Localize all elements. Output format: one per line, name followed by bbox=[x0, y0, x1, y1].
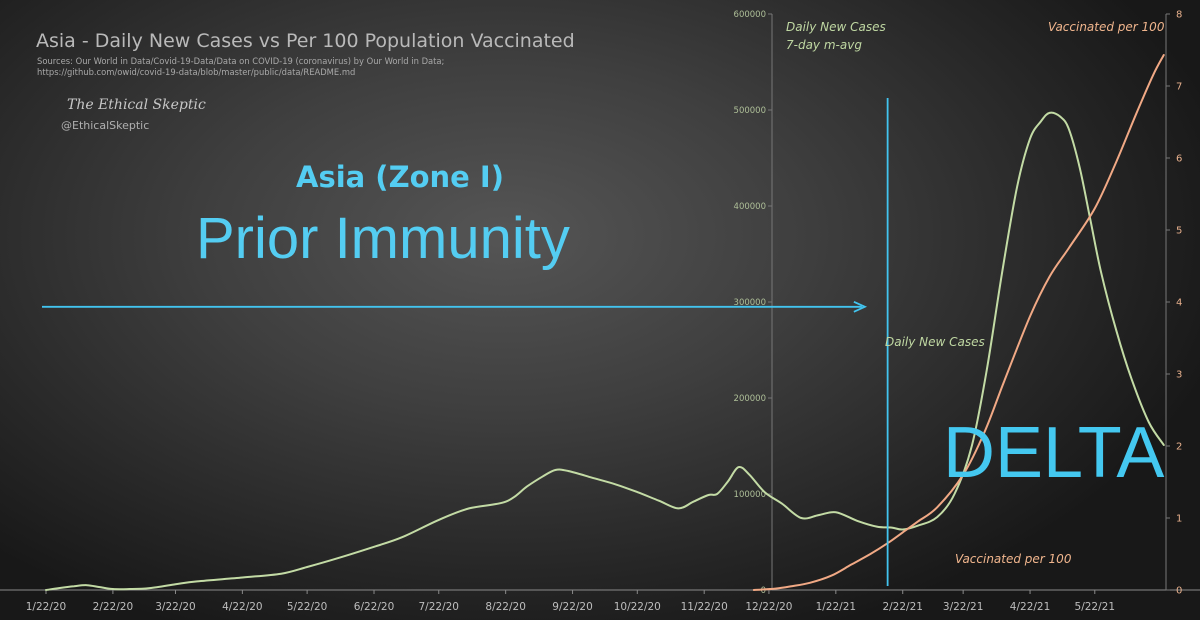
right-tick-label: 5 bbox=[1176, 226, 1182, 237]
x-tick-label: 10/22/20 bbox=[614, 601, 661, 613]
cases-axis-label: Daily New Cases bbox=[786, 20, 886, 34]
x-tick-label: 8/22/20 bbox=[485, 601, 525, 613]
right-tick-label: 4 bbox=[1176, 298, 1182, 309]
right-tick-label: 7 bbox=[1176, 82, 1182, 93]
chart-title: Asia - Daily New Cases vs Per 100 Popula… bbox=[36, 30, 575, 52]
right-tick-label: 2 bbox=[1176, 442, 1182, 453]
x-tick-label: 7/22/20 bbox=[419, 601, 459, 613]
x-tick-label: 1/22/21 bbox=[816, 601, 856, 613]
left-tick-label: 0 bbox=[761, 586, 766, 596]
right-tick-label: 3 bbox=[1176, 370, 1182, 381]
zone-annotation: Asia (Zone I) bbox=[296, 160, 504, 194]
vaccinated-axis-label: Vaccinated per 100 bbox=[1048, 20, 1165, 34]
x-tick-label: 1/22/20 bbox=[26, 601, 66, 613]
x-tick-label: 4/22/21 bbox=[1010, 601, 1050, 613]
left-tick-label: 500000 bbox=[734, 106, 766, 116]
right-tick-label: 6 bbox=[1176, 154, 1182, 165]
x-tick-label: 12/22/20 bbox=[745, 601, 792, 613]
left-tick-label: 300000 bbox=[734, 298, 766, 308]
source-line-2: https://github.com/owid/covid-19-data/bl… bbox=[37, 67, 356, 77]
vaccinated-series-label: Vaccinated per 100 bbox=[955, 552, 1072, 566]
cases-series-label: Daily New Cases bbox=[885, 335, 985, 349]
x-tick-label: 11/22/20 bbox=[681, 601, 728, 613]
cases-axis-sublabel: 7-day m-avg bbox=[786, 38, 862, 52]
prior-immunity-annotation: Prior Immunity bbox=[196, 206, 570, 271]
right-tick-label: 8 bbox=[1176, 10, 1182, 21]
left-tick-label: 400000 bbox=[734, 202, 766, 212]
left-tick-label: 600000 bbox=[734, 10, 766, 20]
left-tick-label: 100000 bbox=[734, 490, 766, 500]
x-tick-label: 3/22/20 bbox=[155, 601, 195, 613]
chart-sources: Sources: Our World in Data/Covid-19-Data… bbox=[37, 56, 557, 78]
left-tick-label: 200000 bbox=[734, 394, 766, 404]
x-tick-label: 6/22/20 bbox=[354, 601, 394, 613]
delta-annotation: DELTA bbox=[943, 413, 1165, 493]
right-tick-label: 1 bbox=[1176, 514, 1182, 525]
x-tick-label: 9/22/20 bbox=[552, 601, 592, 613]
x-tick-label: 2/22/20 bbox=[93, 601, 133, 613]
x-tick-label: 2/22/21 bbox=[882, 601, 922, 613]
brand-name: The Ethical Skeptic bbox=[67, 97, 206, 113]
x-tick-label: 5/22/21 bbox=[1075, 601, 1115, 613]
source-line-1: Sources: Our World in Data/Covid-19-Data… bbox=[37, 56, 445, 66]
series-line-daily-new-cases bbox=[45, 111, 1165, 591]
right-tick-label: 0 bbox=[1176, 586, 1182, 597]
x-tick-label: 5/22/20 bbox=[287, 601, 327, 613]
arrow-head bbox=[853, 300, 868, 313]
x-tick-label: 4/22/20 bbox=[222, 601, 262, 613]
x-tick-label: 3/22/21 bbox=[943, 601, 983, 613]
brand-handle: @EthicalSkeptic bbox=[61, 119, 150, 132]
series-line-vaccinated-per-100 bbox=[752, 54, 1165, 591]
